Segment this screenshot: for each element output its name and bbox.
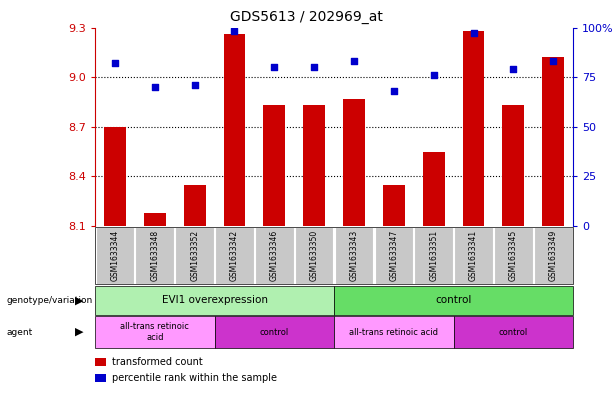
Bar [144, 213, 166, 226]
Bar [184, 185, 205, 226]
Point [429, 72, 439, 78]
Bar [224, 34, 245, 226]
Text: EVI1 overexpression: EVI1 overexpression [162, 296, 267, 305]
Point [190, 82, 200, 88]
Text: GSM1633341: GSM1633341 [469, 230, 478, 281]
Text: GSM1633349: GSM1633349 [549, 230, 558, 281]
Point [549, 58, 558, 64]
Text: GSM1633343: GSM1633343 [349, 230, 359, 281]
Text: control: control [260, 328, 289, 336]
Text: ▶: ▶ [75, 296, 84, 305]
Text: GSM1633345: GSM1633345 [509, 230, 518, 281]
Bar [463, 31, 484, 226]
Text: all-trans retinoic
acid: all-trans retinoic acid [120, 322, 189, 342]
Text: transformed count: transformed count [112, 357, 203, 367]
Text: control: control [499, 328, 528, 336]
Text: GSM1633342: GSM1633342 [230, 230, 239, 281]
Point [310, 64, 319, 70]
Point [509, 66, 519, 72]
Point [150, 84, 160, 90]
Bar [503, 105, 524, 226]
Bar [383, 185, 405, 226]
Text: GSM1633348: GSM1633348 [150, 230, 159, 281]
Point [389, 88, 399, 94]
Text: ▶: ▶ [75, 327, 84, 337]
Bar [543, 57, 564, 226]
Text: GSM1633346: GSM1633346 [270, 230, 279, 281]
Point [349, 58, 359, 64]
Text: GSM1633350: GSM1633350 [310, 230, 319, 281]
Bar [264, 105, 285, 226]
Text: genotype/variation: genotype/variation [6, 296, 93, 305]
Point [469, 30, 479, 37]
Point [270, 64, 280, 70]
Bar [104, 127, 126, 226]
Text: GSM1633347: GSM1633347 [389, 230, 398, 281]
Text: all-trans retinoic acid: all-trans retinoic acid [349, 328, 438, 336]
Point [110, 60, 120, 66]
Text: GSM1633344: GSM1633344 [110, 230, 120, 281]
Text: GSM1633351: GSM1633351 [429, 230, 438, 281]
Text: control: control [435, 296, 472, 305]
Bar [423, 152, 444, 226]
Bar [303, 105, 325, 226]
Point [230, 28, 240, 35]
Text: percentile rank within the sample: percentile rank within the sample [112, 373, 277, 383]
Text: GDS5613 / 202969_at: GDS5613 / 202969_at [230, 10, 383, 24]
Text: agent: agent [6, 328, 32, 336]
Text: GSM1633352: GSM1633352 [190, 230, 199, 281]
Bar [343, 99, 365, 226]
